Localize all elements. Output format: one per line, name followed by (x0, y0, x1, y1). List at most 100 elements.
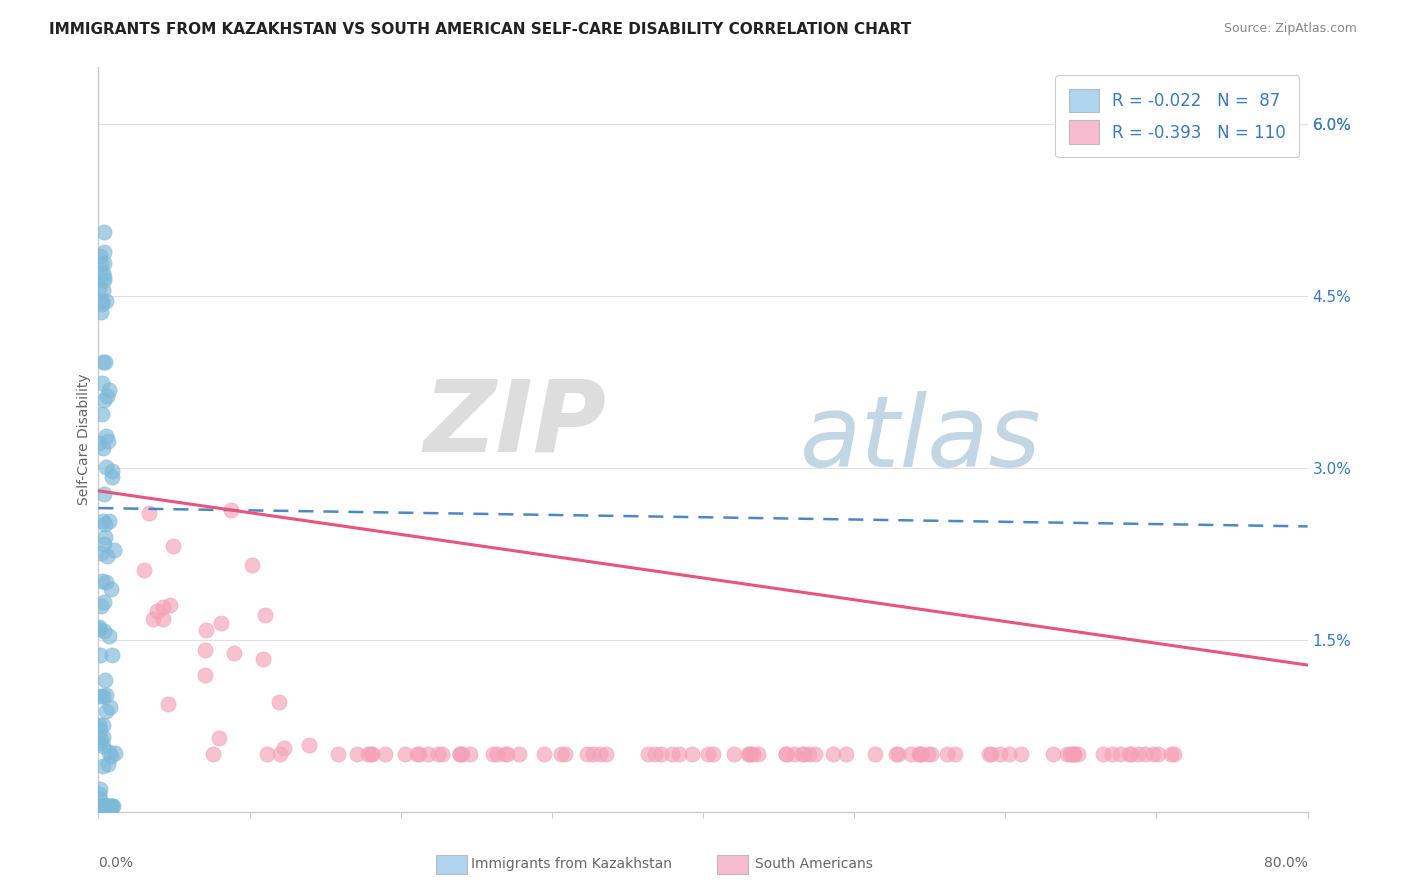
Point (142, 612, 165, 626)
Point (91, 689, 114, 703)
Point (269, 747, 291, 762)
Point (90, 297, 112, 311)
Point (96, 799, 118, 814)
Point (94, 799, 117, 814)
Point (97, 434, 120, 448)
Point (485, 747, 508, 762)
Point (152, 599, 174, 614)
Point (1160, 747, 1182, 762)
Point (977, 747, 1000, 762)
Point (93, 624, 115, 638)
Point (361, 747, 384, 762)
Text: atlas: atlas (800, 391, 1042, 488)
Point (821, 747, 844, 762)
Point (132, 563, 155, 577)
Point (775, 747, 797, 762)
Point (252, 651, 274, 665)
Point (650, 747, 672, 762)
Point (100, 799, 122, 814)
Point (93, 256, 115, 270)
Point (886, 747, 908, 762)
Point (783, 747, 806, 762)
Point (886, 747, 908, 762)
Point (907, 747, 929, 762)
Point (797, 747, 820, 762)
Point (326, 747, 349, 762)
Point (100, 799, 122, 814)
Point (91, 799, 114, 814)
Point (775, 747, 797, 762)
Point (1063, 747, 1085, 762)
Text: IMMIGRANTS FROM KAZAKHSTAN VS SOUTH AMERICAN SELF-CARE DISABILITY CORRELATION CH: IMMIGRANTS FROM KAZAKHSTAN VS SOUTH AMER… (49, 22, 911, 37)
Point (89, 622, 111, 636)
Point (97, 756, 120, 771)
Point (159, 598, 181, 612)
Text: 80.0%: 80.0% (1264, 856, 1308, 871)
Point (1059, 747, 1081, 762)
Point (93, 273, 115, 287)
Point (935, 747, 957, 762)
Point (508, 747, 530, 762)
Point (980, 747, 1002, 762)
Point (93, 355, 115, 369)
Point (96, 799, 118, 814)
Point (194, 668, 217, 682)
Point (98, 629, 121, 643)
Point (356, 747, 378, 762)
Point (90, 799, 112, 814)
Point (575, 747, 598, 762)
Point (495, 747, 517, 762)
Point (94, 799, 117, 814)
Point (681, 747, 703, 762)
Point (988, 747, 1011, 762)
Point (93, 537, 115, 551)
Point (219, 503, 242, 517)
Point (101, 648, 124, 662)
Point (1108, 747, 1130, 762)
Point (101, 799, 124, 814)
Point (96, 688, 118, 702)
Point (589, 747, 612, 762)
Text: ZIP: ZIP (423, 376, 606, 473)
Point (96, 389, 118, 403)
Point (89, 723, 111, 738)
Point (427, 747, 450, 762)
Point (408, 747, 430, 762)
Point (101, 464, 124, 478)
Point (449, 747, 471, 762)
Point (1147, 747, 1170, 762)
Point (668, 747, 690, 762)
Point (494, 747, 516, 762)
Point (96, 799, 118, 814)
Point (152, 612, 174, 626)
Point (1101, 747, 1123, 762)
Point (1010, 747, 1032, 762)
Point (582, 747, 605, 762)
Point (554, 747, 576, 762)
Point (156, 697, 179, 711)
Point (90, 732, 112, 747)
Point (224, 646, 246, 660)
Point (595, 747, 617, 762)
Point (90, 257, 112, 271)
Point (100, 582, 122, 596)
Point (94, 704, 117, 718)
Point (1133, 747, 1156, 762)
Point (96, 549, 118, 563)
Point (89, 736, 111, 750)
Point (430, 747, 453, 762)
Point (89, 689, 111, 703)
Point (865, 747, 887, 762)
Point (90, 599, 112, 613)
Text: Source: ZipAtlas.com: Source: ZipAtlas.com (1223, 22, 1357, 36)
Point (273, 741, 295, 756)
Point (1142, 747, 1164, 762)
Point (202, 747, 225, 762)
Point (89, 718, 111, 732)
Point (740, 747, 762, 762)
Point (91, 739, 114, 753)
Point (91, 799, 114, 814)
Point (835, 747, 858, 762)
Point (346, 747, 368, 762)
Point (804, 747, 827, 762)
